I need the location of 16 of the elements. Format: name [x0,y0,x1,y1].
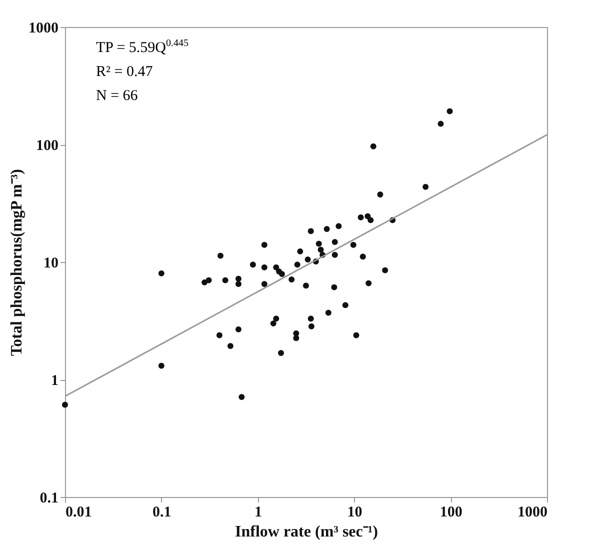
annotation: TP = 5.59Q$^{0.445}$ [96,37,188,58]
x-tick-label: 1 [254,504,262,520]
y-tick-label: 1 [51,373,58,389]
y-axis-title: Total phosphorus(mgP m⁻³) [8,168,26,356]
x-tick-label: 10 [347,504,362,520]
y-tick-label: 100 [36,138,58,154]
y-tick-label: 1000 [28,20,58,36]
x-tick-label: 0.1 [152,504,172,520]
y-tick-label: 0.1 [40,490,58,506]
x-tick-label: 100 [440,504,462,520]
y-tick-label: 10 [44,256,58,272]
x-axis-title: Inflow rate (m³ sec⁻¹) [235,524,378,540]
x-tick-label: 0.01 [66,504,92,520]
annotation: R² = 0.47 [96,63,154,82]
x-tick-label: 1000 [518,504,548,520]
annotation: N = 66 [96,87,139,106]
